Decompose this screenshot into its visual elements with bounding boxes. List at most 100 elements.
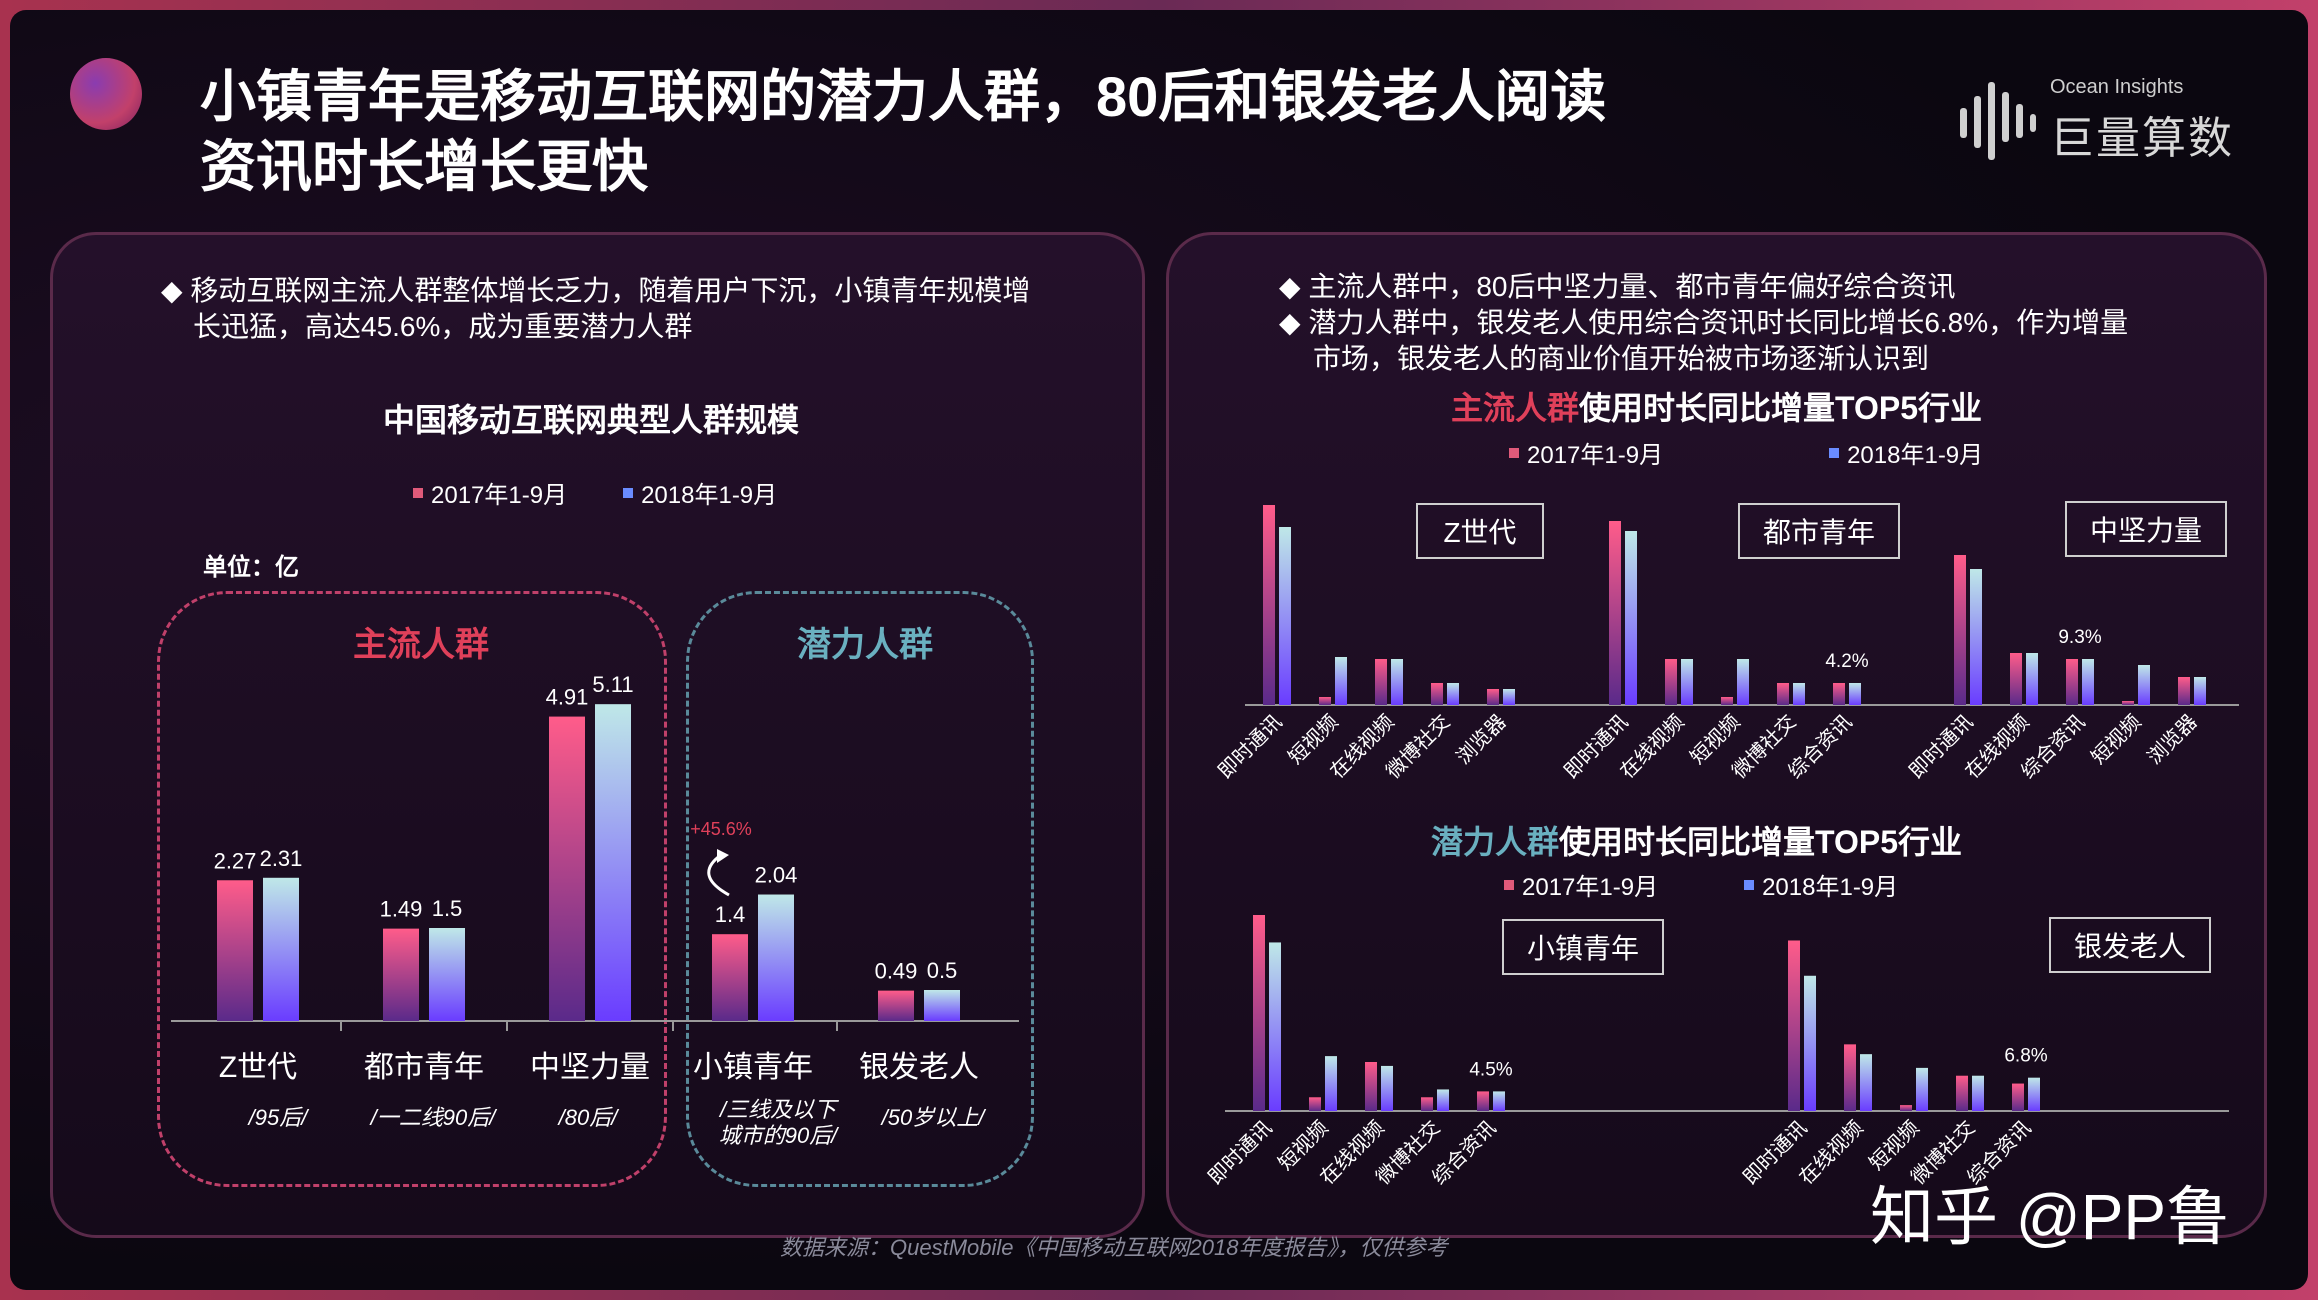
bar-银发老人-即时通讯-2017年1-9月	[1788, 940, 1800, 1111]
bottom-chart-title-rest: 使用时长同比增量TOP5行业	[1559, 824, 1963, 860]
x-tick-label: 浏览器	[2143, 710, 2202, 769]
bar-小镇青年-短视频-2017年1-9月	[1309, 1097, 1321, 1111]
bar-银发老人-微博社交-2017年1-9月	[1956, 1075, 1968, 1111]
bar-Z世代-2017年1-9月	[217, 880, 253, 1021]
top-chart-title-rest: 使用时长同比增量TOP5行业	[1579, 390, 1983, 426]
growth-arrow-head-icon	[717, 849, 729, 863]
bar-中坚力量-浏览器-2017年1-9月	[2178, 677, 2190, 705]
legend-swatch-2017	[413, 487, 423, 498]
logo-english: Ocean Insights	[2050, 76, 2184, 98]
sub-z: /95后/	[248, 1105, 308, 1130]
group-mainstream-label: 主流人群	[353, 626, 489, 664]
left-bar-chart: 2.27 2.31 Z世代 1.49 1.5 都市青年 4.91 5.11 中坚力量 1.4 2.0…	[171, 672, 1019, 1084]
bar-银发老人-综合资讯-2018年1-9月	[2028, 1077, 2040, 1111]
header-orb	[70, 58, 142, 130]
bar-Z世代-微博社交-2018年1-9月	[1447, 683, 1459, 705]
bar-银发老人-综合资讯-2017年1-9月	[2012, 1083, 2024, 1111]
growth-annotation: +45.6%	[690, 819, 752, 839]
logo-chinese: 巨量算数	[2050, 114, 2234, 163]
group-box-elder: 银发老人	[2049, 917, 2211, 973]
bar-Z世代-浏览器-2017年1-9月	[1487, 689, 1499, 705]
legend-swatch-2017	[1509, 447, 1519, 458]
bar-小镇青年-2018年1-9月	[758, 894, 794, 1021]
group-potential	[686, 591, 1034, 1187]
sub-elder: /50岁以上/	[881, 1105, 985, 1130]
legend-swatch-2018	[623, 487, 634, 498]
sub-core: /80后/	[558, 1105, 618, 1130]
bar-Z世代-即时通讯-2017年1-9月	[1263, 505, 1275, 705]
group-box-core: 中坚力量	[2065, 501, 2227, 557]
group-box-town: 小镇青年	[1502, 919, 1664, 975]
group-mainstream	[157, 591, 667, 1187]
growth-annotation: 6.8%	[2004, 1046, 2047, 1067]
right-bullet-line2: ◆ 潜力人群中，银发老人使用综合资讯时长同比增长6.8%，作为增量	[1279, 307, 2129, 338]
bar-小镇青年-即时通讯-2018年1-9月	[1269, 942, 1281, 1111]
bar-都市青年-2018年1-9月	[429, 928, 465, 1021]
x-tick-label: 浏览器	[1452, 710, 1511, 769]
bar-Z世代-2018年1-9月	[263, 877, 299, 1021]
bar-中坚力量-2017年1-9月	[549, 716, 585, 1021]
top-chart-title-highlight: 主流人群	[1451, 390, 1580, 426]
legend-label-2018: 2018年1-9月	[1762, 874, 1899, 901]
legend-swatch-2017	[1504, 879, 1514, 890]
bottom-chart-title-highlight: 潜力人群	[1431, 824, 1560, 860]
page-title-line1: 小镇青年是移动互联网的潜力人群，80后和银发老人阅读	[200, 65, 1607, 128]
slide: 小镇青年是移动互联网的潜力人群，80后和银发老人阅读 资讯时长增长更快 Ocea…	[10, 10, 2308, 1290]
bar-银发老人-在线视频-2017年1-9月	[1844, 1044, 1856, 1111]
bar-都市青年-在线视频-2017年1-9月	[1665, 659, 1677, 705]
bar-Z世代-短视频-2017年1-9月	[1319, 697, 1331, 705]
bar-银发老人-在线视频-2018年1-9月	[1860, 1054, 1872, 1111]
sub-urban: /一二线90后/	[370, 1105, 496, 1130]
category-label: 银发老人	[859, 1051, 979, 1084]
bar-都市青年-即时通讯-2017年1-9月	[1609, 521, 1621, 705]
right-bullet-line3: 市场，银发老人的商业价值开始被市场逐渐认识到	[1313, 343, 1930, 374]
left-legend: 2017年1-9月 2018年1-9月	[413, 475, 777, 510]
value-label: 4.91	[546, 685, 589, 710]
bar-都市青年-微博社交-2017年1-9月	[1777, 683, 1789, 705]
value-label: 2.27	[214, 848, 257, 873]
legend-label-2017: 2017年1-9月	[1527, 442, 1664, 469]
bar-Z世代-在线视频-2018年1-9月	[1391, 659, 1403, 705]
category-label: 中坚力量	[530, 1051, 650, 1084]
left-chart-title: 中国移动互联网典型人群规模	[383, 402, 800, 438]
bar-Z世代-浏览器-2018年1-9月	[1503, 689, 1515, 705]
bar-银发老人-短视频-2018年1-9月	[1916, 1067, 1928, 1111]
right-bullet-line1: ◆ 主流人群中，80后中坚力量、都市青年偏好综合资讯	[1279, 271, 1956, 302]
bar-中坚力量-即时通讯-2018年1-9月	[1970, 569, 1982, 705]
page-title-line2: 资讯时长增长更快	[200, 135, 648, 198]
logo-bars-icon	[1960, 82, 2036, 160]
growth-arrow-icon	[707, 853, 730, 897]
bar-Z世代-即时通讯-2018年1-9月	[1279, 527, 1291, 705]
category-label: 都市青年	[364, 1051, 484, 1084]
bar-银发老人-微博社交-2018年1-9月	[1972, 1075, 1984, 1111]
data-source: 数据来源：QuestMobile《中国移动互联网2018年度报告》，仅供参考	[780, 1235, 1448, 1260]
watermark: 知乎 @PP鲁	[1870, 1181, 2231, 1253]
bar-小镇青年-在线视频-2018年1-9月	[1381, 1065, 1393, 1111]
bar-中坚力量-综合资讯-2017年1-9月	[2066, 659, 2078, 705]
bar-小镇青年-微博社交-2018年1-9月	[1437, 1089, 1449, 1111]
top-chart-legend: 2017年1-9月 2018年1-9月	[1509, 435, 1983, 470]
growth-annotation: 4.2%	[1825, 651, 1868, 672]
left-bullet-line2: 长迅猛，高达45.6%，成为重要潜力人群	[193, 311, 693, 342]
left-panel: ◆ 移动互联网主流人群整体增长乏力，随着用户下沉，小镇青年规模增 长迅猛，高达4…	[50, 232, 1145, 1238]
bar-都市青年-综合资讯-2018年1-9月	[1849, 683, 1861, 705]
bar-都市青年-短视频-2018年1-9月	[1737, 659, 1749, 705]
bar-小镇青年-2017年1-9月	[712, 934, 748, 1021]
legend-label-2018: 2018年1-9月	[1847, 442, 1984, 469]
bar-银发老人-2017年1-9月	[878, 990, 914, 1021]
growth-annotation: 4.5%	[1469, 1059, 1512, 1080]
right-panel: ◆ 主流人群中，80后中坚力量、都市青年偏好综合资讯 ◆ 潜力人群中，银发老人使…	[1166, 232, 2267, 1238]
bar-Z世代-在线视频-2017年1-9月	[1375, 659, 1387, 705]
bar-银发老人-即时通讯-2018年1-9月	[1804, 975, 1816, 1111]
bar-中坚力量-2018年1-9月	[595, 704, 631, 1021]
bar-中坚力量-综合资讯-2018年1-9月	[2082, 659, 2094, 705]
bar-小镇青年-微博社交-2017年1-9月	[1421, 1097, 1433, 1111]
bar-小镇青年-综合资讯-2017年1-9月	[1477, 1091, 1489, 1111]
unit-label: 单位：亿	[203, 554, 299, 581]
group-box-z: Z世代	[1416, 503, 1544, 559]
bar-中坚力量-在线视频-2018年1-9月	[2026, 653, 2038, 705]
legend-label-2018: 2018年1-9月	[641, 482, 778, 509]
bar-中坚力量-即时通讯-2017年1-9月	[1954, 555, 1966, 705]
bar-银发老人-2018年1-9月	[924, 990, 960, 1021]
